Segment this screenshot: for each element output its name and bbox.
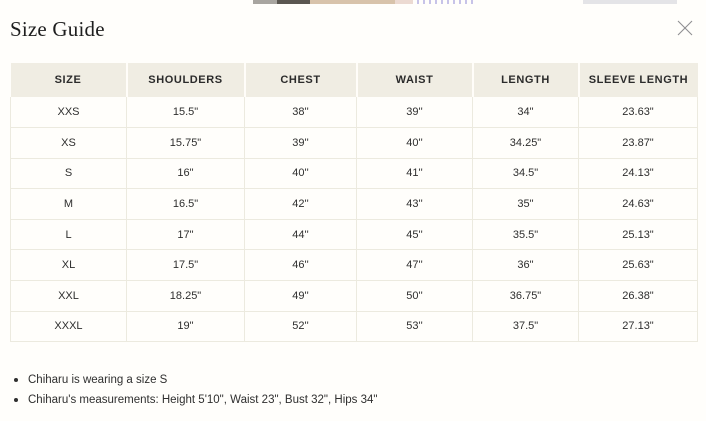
cell-size: XXS (10, 97, 127, 129)
cell-shoulders: 17.5" (126, 249, 245, 282)
cell-shoulders: 17" (126, 218, 245, 251)
cell-waist: 40'' (356, 127, 473, 159)
cell-size: XXL (10, 280, 127, 312)
backdrop-dotted-pattern (417, 0, 477, 4)
cell-length: 34.25" (472, 127, 579, 159)
cell-waist: 45'' (356, 218, 473, 251)
cell-sleeve-length: 26.38" (578, 280, 698, 312)
size-guide-table: SIZE SHOULDERS CHEST WAIST LENGTH SLEEVE… (10, 63, 698, 343)
cell-length: 34.5" (472, 157, 579, 190)
table-row-xxl: XXL 18.25" 49'' 50'' 36.75" 26.38" (10, 280, 698, 312)
backdrop-segment-pink (395, 0, 413, 4)
cell-chest: 49'' (244, 280, 357, 312)
cell-sleeve-length: 25.63" (578, 249, 698, 282)
column-header-chest: CHEST (243, 63, 357, 97)
cell-sleeve-length: 27.13" (578, 310, 698, 343)
table-row-xxs: XXS 15.5" 38'' 39'' 34" 23.63" (10, 97, 698, 129)
cell-chest: 44'' (244, 218, 357, 251)
cell-shoulders: 15.75" (126, 127, 245, 159)
cell-size: S (10, 157, 127, 190)
cell-waist: 43'' (356, 188, 473, 220)
column-header-length: LENGTH (471, 63, 579, 97)
cell-size: M (10, 188, 127, 220)
cell-waist: 47'' (356, 249, 473, 282)
cell-chest: 40'' (244, 157, 357, 190)
note-model-measurements: Chiharu's measurements: Height 5'10", Wa… (12, 394, 696, 407)
note-model-size: Chiharu is wearing a size S (12, 374, 696, 387)
cell-size: XL (10, 249, 127, 282)
page-title: Size Guide (10, 17, 105, 41)
close-icon (677, 20, 693, 36)
cell-chest: 39'' (244, 127, 357, 159)
cell-length: 35" (472, 188, 579, 220)
cell-shoulders: 18.25" (126, 280, 245, 312)
cell-chest: 42'' (244, 188, 357, 220)
backdrop-segment-graybar (583, 0, 677, 4)
cell-sleeve-length: 24.13" (578, 157, 698, 190)
backdrop-segment-gray (253, 0, 277, 4)
cell-shoulders: 16" (126, 157, 245, 190)
column-header-size: SIZE (10, 63, 127, 97)
notes-list: Chiharu is wearing a size S Chiharu's me… (12, 374, 696, 414)
close-button[interactable] (675, 18, 695, 38)
cell-sleeve-length: 24.63" (578, 188, 698, 220)
cell-length: 36.75" (472, 280, 579, 312)
cell-shoulders: 15.5" (126, 97, 245, 129)
cell-sleeve-length: 23.87" (578, 127, 698, 159)
cell-sleeve-length: 23.63" (578, 97, 698, 129)
cell-size: XS (10, 127, 127, 159)
cell-shoulders: 19" (126, 310, 245, 343)
cell-size: XXXL (10, 310, 127, 343)
cell-waist: 53'' (356, 310, 473, 343)
table-row-m: M 16.5" 42'' 43'' 35" 24.63" (10, 188, 698, 220)
cell-length: 37.5" (472, 310, 579, 343)
column-header-sleeve-length: SLEEVE LENGTH (577, 63, 698, 97)
cell-sleeve-length: 25.13" (578, 218, 698, 251)
cell-chest: 46'' (244, 249, 357, 282)
cell-size: L (10, 218, 127, 251)
backdrop-segment-tan (310, 0, 395, 4)
cell-waist: 39'' (356, 97, 473, 129)
table-row-xxxl: XXXL 19" 52'' 53'' 37.5" 27.13" (10, 310, 698, 343)
table-row-xl: XL 17.5" 46'' 47'' 36" 25.63" (10, 249, 698, 282)
cell-chest: 52'' (244, 310, 357, 343)
table-row-xs: XS 15.75" 39'' 40'' 34.25" 23.87" (10, 127, 698, 159)
backdrop-segment-dark (277, 0, 310, 4)
backdrop-page-sliver (0, 0, 706, 4)
cell-length: 36" (472, 249, 579, 282)
cell-chest: 38'' (244, 97, 357, 129)
cell-shoulders: 16.5" (126, 188, 245, 220)
column-header-waist: WAIST (355, 63, 473, 97)
cell-length: 35.5" (472, 218, 579, 251)
table-row-l: L 17" 44'' 45'' 35.5" 25.13" (10, 218, 698, 251)
cell-length: 34" (472, 97, 579, 129)
column-header-shoulders: SHOULDERS (125, 63, 245, 97)
cell-waist: 41'' (356, 157, 473, 190)
table-header-row: SIZE SHOULDERS CHEST WAIST LENGTH SLEEVE… (10, 63, 698, 97)
cell-waist: 50'' (356, 280, 473, 312)
table-row-s: S 16" 40'' 41'' 34.5" 24.13" (10, 157, 698, 190)
